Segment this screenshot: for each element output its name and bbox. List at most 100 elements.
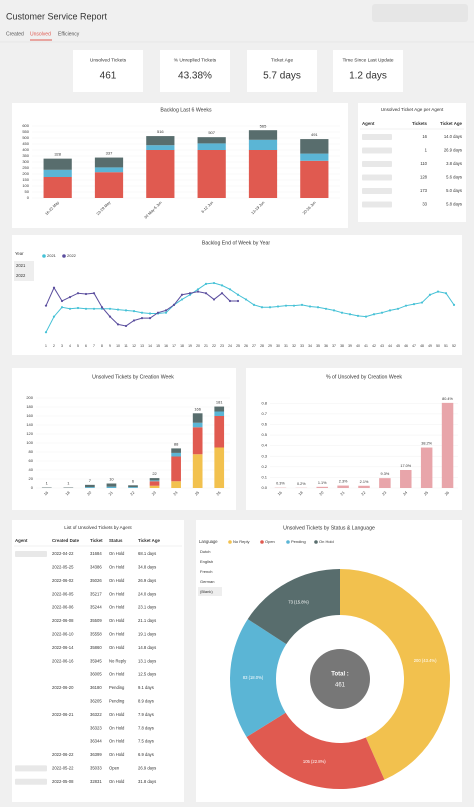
table-cell: 14.8 days xyxy=(138,645,156,650)
y-tick-label: 300 xyxy=(22,159,29,164)
filter-option[interactable]: 2021 xyxy=(16,263,26,268)
total-label: 88 xyxy=(174,441,179,446)
filter-option[interactable]: Dutch xyxy=(200,549,210,554)
tab[interactable]: Unsolved xyxy=(30,31,51,37)
y-tick-label: 0 xyxy=(31,485,34,490)
point xyxy=(116,308,120,311)
point xyxy=(308,305,312,308)
x-tick-label: 21 xyxy=(204,344,208,348)
x-tick-label: 24 xyxy=(402,491,408,497)
legend-label[interactable]: On Hold xyxy=(319,539,334,544)
filter-option[interactable]: French xyxy=(200,569,212,574)
x-tick-label: 12 xyxy=(132,344,136,348)
bar-segment xyxy=(85,487,95,488)
table-cell: 128 xyxy=(420,175,428,180)
table-cell: 32831 xyxy=(90,779,102,784)
table-cell: On Hold xyxy=(109,752,125,757)
x-tick-label: 18 xyxy=(65,491,71,497)
bar xyxy=(400,470,412,488)
point xyxy=(76,292,80,295)
x-tick-label: 27 xyxy=(252,344,256,348)
table-cell: 2022-06-06 xyxy=(52,605,74,610)
total-label: 166 xyxy=(194,406,201,411)
point xyxy=(452,303,456,306)
point xyxy=(68,296,72,299)
kpi-card xyxy=(160,50,230,92)
tab[interactable]: Created xyxy=(6,31,24,37)
filter-option[interactable]: German xyxy=(200,579,214,584)
kpi-value: 1.2 days xyxy=(349,71,387,82)
point xyxy=(60,306,64,309)
y-tick-label: 180 xyxy=(26,404,33,409)
y-tick-label: 50 xyxy=(25,189,30,194)
point xyxy=(52,286,56,289)
x-tick-label: 6 xyxy=(85,344,87,348)
table-cell: 7.9 days xyxy=(138,712,154,717)
bar-segment xyxy=(248,139,278,150)
bar-segment xyxy=(192,422,203,428)
blurred-name xyxy=(15,778,47,785)
table-cell: 7.8 days xyxy=(138,725,154,730)
table-cell: 36399 xyxy=(90,752,102,757)
table-cell: 36323 xyxy=(90,725,102,730)
y-tick-label: 160 xyxy=(26,413,33,418)
table-cell: 13.1 days xyxy=(138,658,156,663)
legend-label[interactable]: No Reply xyxy=(233,539,249,544)
x-tick-label: 17 xyxy=(172,344,176,348)
legend-label[interactable]: 2022 xyxy=(67,253,77,258)
y-tick-label: 200 xyxy=(22,171,29,176)
legend-marker xyxy=(286,540,290,544)
point xyxy=(188,293,192,296)
point xyxy=(228,299,232,303)
card xyxy=(246,368,462,510)
table-cell: On Hold xyxy=(109,725,125,730)
x-tick-label: 33 xyxy=(300,344,304,348)
legend-label[interactable]: Pending xyxy=(291,539,306,544)
blurred-name xyxy=(362,161,392,167)
bar xyxy=(337,485,349,488)
slice-label: 73 (15.8%) xyxy=(288,600,309,605)
x-tick-label: 25 xyxy=(194,491,200,497)
x-tick-label: 29 xyxy=(268,344,272,348)
y-tick-label: 0.6 xyxy=(261,422,267,427)
x-tick-label: 47 xyxy=(412,344,416,348)
table-cell: 7.5 days xyxy=(138,739,154,744)
filter-option[interactable]: English xyxy=(200,559,213,564)
table-cell: 26.9 days xyxy=(138,578,156,583)
center-disc xyxy=(310,649,370,709)
x-tick-label: 20 xyxy=(86,491,92,497)
legend-label[interactable]: Open xyxy=(265,539,275,544)
point xyxy=(404,304,408,307)
x-tick-label: 49 xyxy=(428,344,432,348)
point xyxy=(412,303,416,306)
bar-segment xyxy=(171,448,181,453)
legend-label[interactable]: 2021 xyxy=(47,253,57,258)
tab[interactable]: Efficiency xyxy=(58,31,80,37)
table-cell: 35244 xyxy=(90,605,102,610)
x-tick-label: 9 xyxy=(109,344,111,348)
y-tick-label: 20 xyxy=(29,476,34,481)
point xyxy=(76,306,80,310)
filter-option[interactable]: 2022 xyxy=(16,273,26,278)
bar-segment xyxy=(94,157,124,168)
bar-segment xyxy=(214,447,225,488)
y-tick-label: 0.5 xyxy=(261,432,267,437)
bar-segment xyxy=(171,481,181,488)
table-cell: 36180 xyxy=(90,685,102,690)
page-title: Customer Service Report xyxy=(6,11,108,21)
point xyxy=(132,310,136,313)
table-cell: On Hold xyxy=(109,618,125,623)
bar-segment xyxy=(85,484,95,488)
bar-segment xyxy=(106,486,117,488)
slice-label: 105 (22.8%) xyxy=(303,759,326,764)
table-cell: 173 xyxy=(420,188,428,193)
filter-option[interactable]: (Blank) xyxy=(200,589,213,594)
legend-marker xyxy=(314,540,318,544)
total-label: 1 xyxy=(67,481,70,486)
bar-segment xyxy=(171,456,181,482)
bar-segment xyxy=(43,158,72,170)
y-tick-label: 100 xyxy=(22,183,29,188)
point xyxy=(132,319,136,322)
table-cell: Pending xyxy=(109,685,125,690)
y-tick-label: 40 xyxy=(29,467,34,472)
